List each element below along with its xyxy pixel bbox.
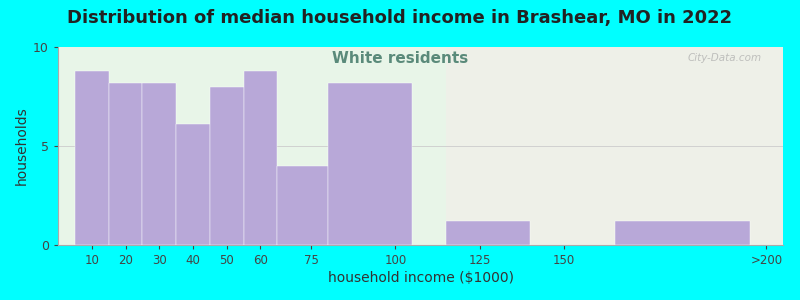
Text: Distribution of median household income in Brashear, MO in 2022: Distribution of median household income … <box>67 9 733 27</box>
Bar <box>75 71 109 245</box>
Bar <box>58 47 446 245</box>
Text: White residents: White residents <box>332 51 468 66</box>
Bar <box>278 166 328 245</box>
Bar <box>446 47 783 245</box>
Bar <box>176 124 210 245</box>
Bar <box>614 221 750 245</box>
Bar <box>142 82 176 245</box>
Bar <box>446 221 530 245</box>
X-axis label: household income ($1000): household income ($1000) <box>328 271 514 285</box>
Bar <box>244 71 278 245</box>
Bar <box>328 82 412 245</box>
Bar <box>109 82 142 245</box>
Y-axis label: households: households <box>15 106 29 185</box>
Text: City-Data.com: City-Data.com <box>687 53 762 63</box>
Bar <box>210 87 244 245</box>
